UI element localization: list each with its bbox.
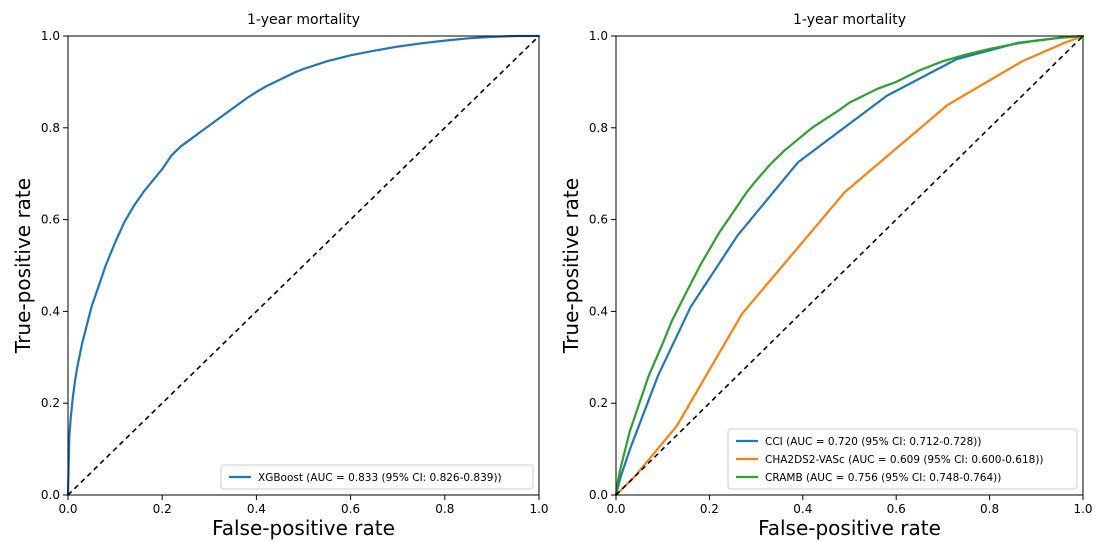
plot-frame [615, 35, 1084, 496]
chart-title: 1-year mortality [793, 12, 906, 28]
legend-entry: XGBoost (AUC = 0.833 (95% CI: 0.826-0.83… [258, 472, 502, 484]
y-tick-label: 0.8 [589, 121, 608, 135]
y-axis-label: True-positive rate [11, 178, 35, 354]
y-tick-label: 0.4 [41, 304, 60, 318]
x-tick-label: 0.8 [980, 502, 999, 516]
y-tick-label: 0.6 [589, 213, 608, 227]
y-tick-label: 0.2 [589, 396, 608, 410]
legend-box [727, 428, 1078, 490]
left-panel: 0.0 0.2 0.4 0.6 0.8 1.0 0.0 0.2 0.4 0.6 0.8 1.0 1-ye… [11, 12, 549, 540]
y-tick-label: 1.0 [589, 29, 608, 43]
x-tick-label: 0.2 [153, 502, 172, 516]
legend-entry: CHA2DS2-VASc (AUC = 0.609 (95% CI: 0.600… [765, 454, 1044, 466]
chance-diagonal-line [67, 35, 540, 496]
x-tick-label: 1.0 [1073, 502, 1092, 516]
x-tick-label: 1.0 [529, 502, 548, 516]
x-tick-label: 0.4 [793, 502, 812, 516]
y-axis-label: True-positive rate [559, 178, 583, 354]
legend-entry: CCI (AUC = 0.720 (95% CI: 0.712-0.728)) [765, 436, 981, 448]
x-tick-label: 0.0 [58, 502, 77, 516]
chart-title: 1-year mortality [247, 12, 360, 28]
right-panel: 0.0 0.2 0.4 0.6 0.8 1.0 0.0 0.2 0.4 0.6 0.8 1.0 1-ye… [559, 12, 1093, 540]
legend-box [220, 464, 534, 490]
x-axis-label: False-positive rate [212, 516, 395, 540]
roc-curve-cha2ds2-vasc [614, 34, 1085, 497]
y-tick-label: 0.2 [41, 396, 60, 410]
y-tick-label: 0.0 [41, 488, 60, 502]
roc-curve-cramb [614, 34, 1085, 497]
legend-entry: CRAMB (AUC = 0.756 (95% CI: 0.748-0.764)… [765, 472, 1001, 484]
x-tick-label: 0.2 [700, 502, 719, 516]
y-tick-label: 0.8 [41, 121, 60, 135]
x-tick-label: 0.6 [341, 502, 360, 516]
x-tick-label: 0.0 [606, 502, 625, 516]
y-tick-label: 0.0 [589, 488, 608, 502]
y-tick-label: 0.4 [589, 304, 608, 318]
x-tick-label: 0.8 [435, 502, 454, 516]
chance-diagonal-line [615, 35, 1084, 496]
x-axis-label: False-positive rate [758, 516, 941, 540]
y-tick-label: 0.6 [41, 213, 60, 227]
plot-frame [67, 35, 540, 496]
roc-curve-xgboost [66, 34, 541, 497]
y-tick-label: 1.0 [41, 29, 60, 43]
x-tick-label: 0.4 [247, 502, 266, 516]
x-tick-label: 0.6 [887, 502, 906, 516]
